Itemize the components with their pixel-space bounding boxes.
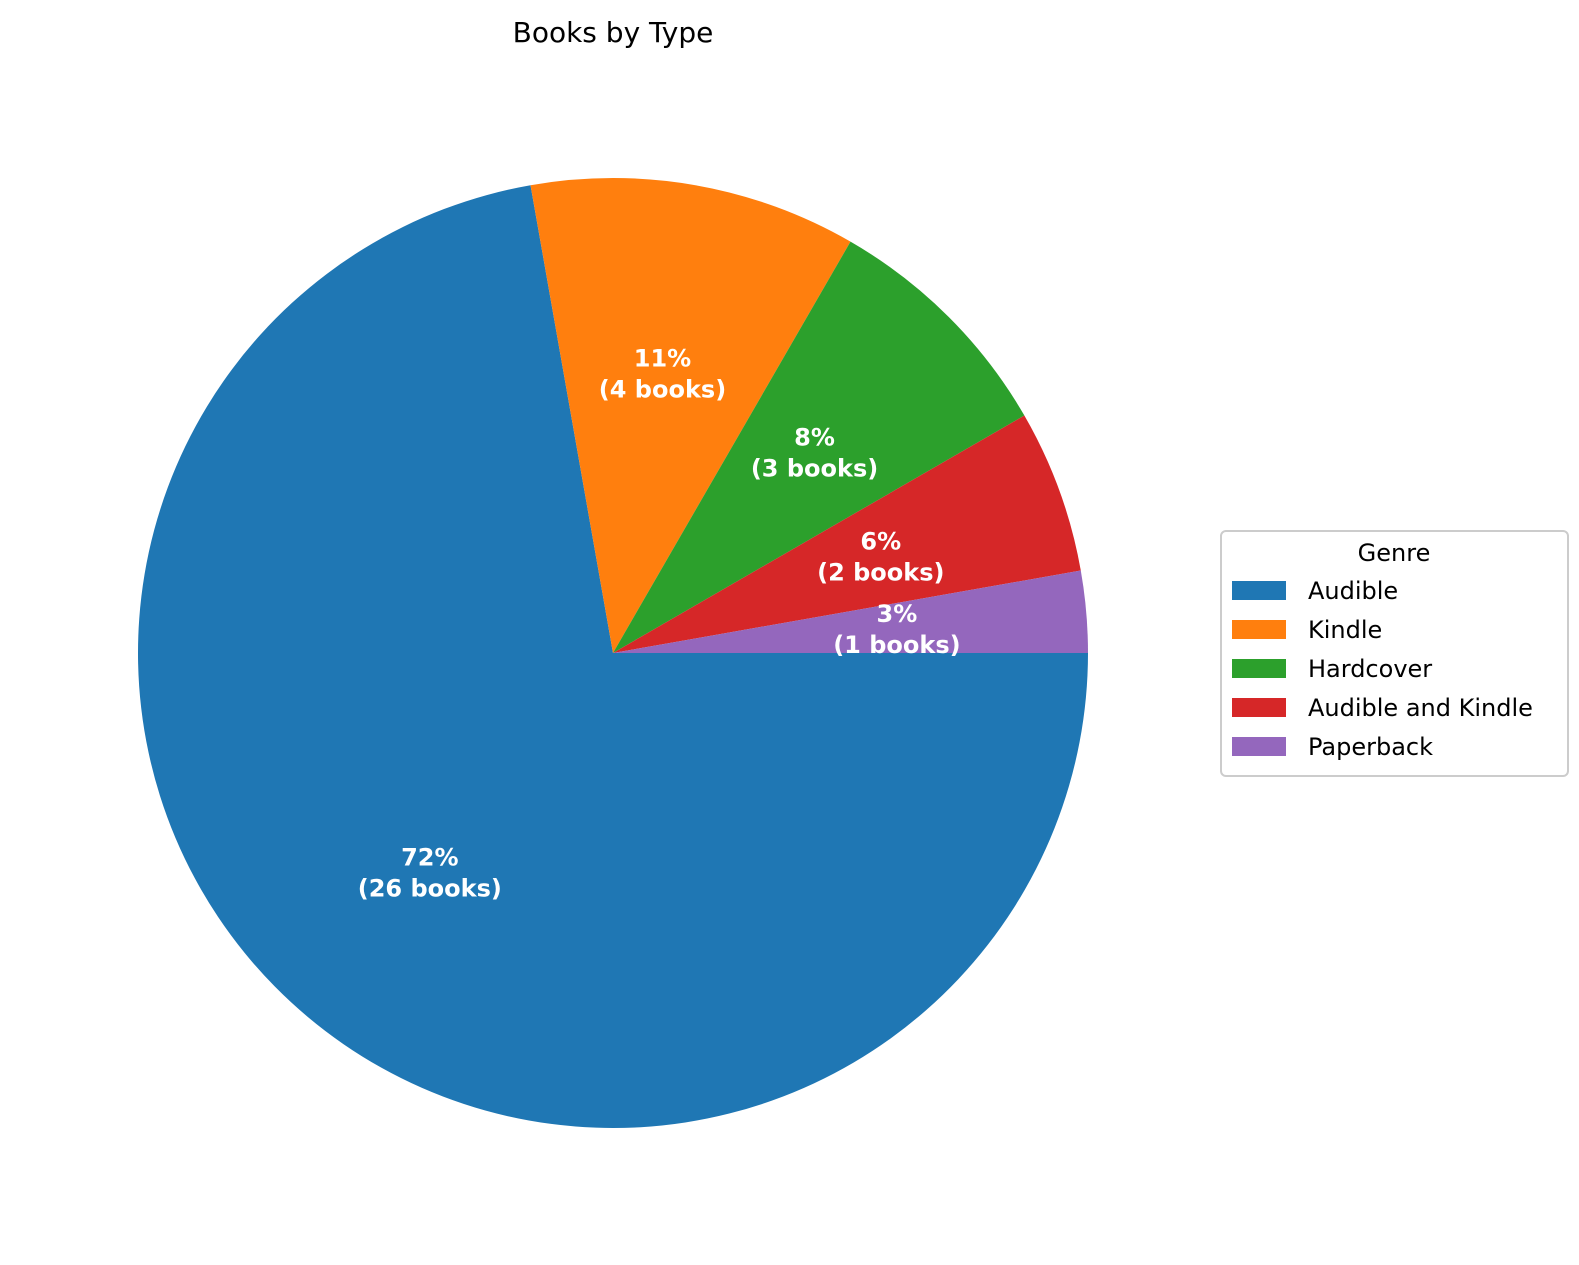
slice-count-label: (3 books) bbox=[751, 454, 878, 482]
pie-slice-hardcover bbox=[613, 241, 1025, 653]
legend-label-hardcover: Hardcover bbox=[1308, 655, 1432, 683]
pie-slice-kindle bbox=[530, 177, 851, 653]
chart-title: Books by Type bbox=[513, 16, 714, 49]
slice-label-audible: 72% (26 books) bbox=[358, 843, 502, 902]
slice-percent-label: 11% bbox=[634, 344, 691, 372]
slice-count-label: (2 books) bbox=[817, 559, 944, 587]
legend-label-audible-and-kindle: Audible and Kindle bbox=[1308, 694, 1533, 722]
legend-swatch-audible bbox=[1232, 581, 1286, 600]
slice-percent-label: 3% bbox=[877, 600, 918, 628]
legend-swatch-paperback bbox=[1232, 737, 1286, 756]
slice-label-kindle: 11% (4 books) bbox=[599, 344, 726, 403]
legend-swatch-kindle bbox=[1232, 620, 1286, 639]
legend-label-audible: Audible bbox=[1308, 577, 1398, 605]
legend-label-paperback: Paperback bbox=[1308, 733, 1433, 761]
legend-title: Genre bbox=[1358, 539, 1431, 567]
pie-slice-audible-and-kindle bbox=[613, 415, 1081, 653]
slice-label-paperback: 3% (1 books) bbox=[833, 600, 960, 659]
legend-frame bbox=[1220, 530, 1569, 777]
legend-label-kindle: Kindle bbox=[1308, 616, 1382, 644]
pie-slice-paperback bbox=[613, 570, 1088, 653]
legend-items: Audible Kindle Hardcover Audible and Kindle… bbox=[1232, 577, 1533, 761]
slice-count-label: (26 books) bbox=[358, 874, 502, 902]
pie-slices bbox=[137, 177, 1088, 1129]
slice-label-audible-and-kindle: 6% (2 books) bbox=[817, 528, 944, 587]
pie-slice-audible bbox=[137, 185, 1088, 1129]
legend-swatch-audible-and-kindle bbox=[1232, 698, 1286, 717]
pie-slice-labels: 72% (26 books) 11% (4 books) 8% (3 books) 6% (2… bbox=[358, 344, 961, 902]
slice-percent-label: 8% bbox=[794, 423, 835, 451]
slice-percent-label: 6% bbox=[860, 528, 901, 556]
slice-count-label: (4 books) bbox=[599, 375, 726, 403]
slice-count-label: (1 books) bbox=[833, 631, 960, 659]
slice-label-hardcover: 8% (3 books) bbox=[751, 423, 878, 482]
legend: Genre Audible Kindle Hardcover Audible and … bbox=[1220, 530, 1569, 777]
slice-percent-label: 72% bbox=[401, 843, 458, 871]
legend-swatch-hardcover bbox=[1232, 659, 1286, 678]
